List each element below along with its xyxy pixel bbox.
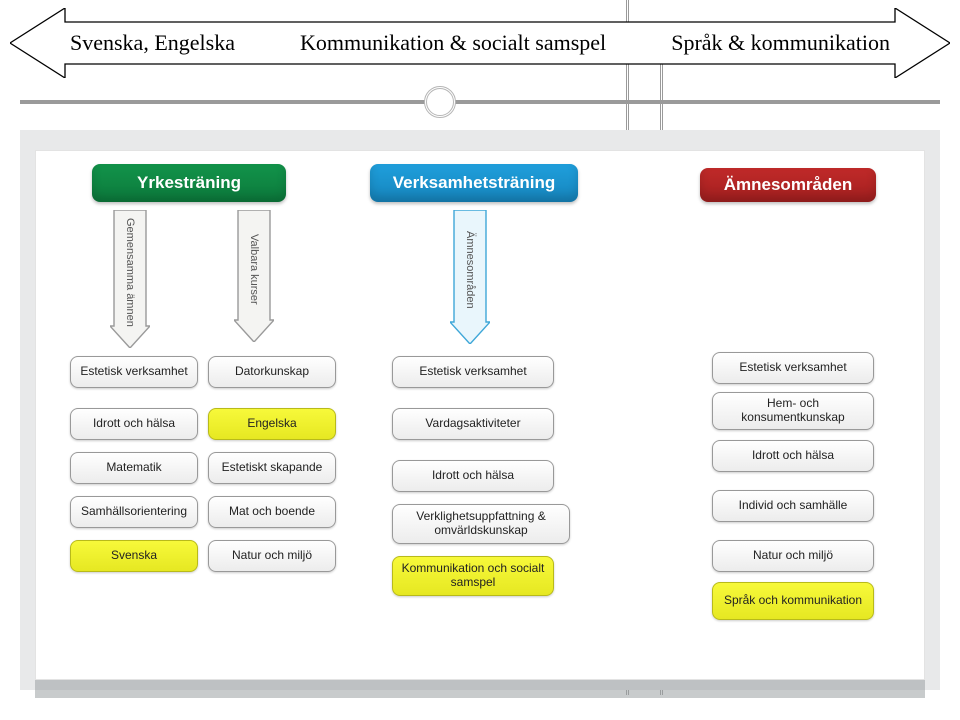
b8: Mat och boende — [208, 496, 336, 528]
b2: Datorkunskap — [208, 356, 336, 388]
b9: Svenska — [70, 540, 198, 572]
va-gem: Gemensamma ämnen — [110, 210, 150, 348]
b12: Vardagsaktiviteter — [392, 408, 554, 440]
va-val: Valbara kurser — [234, 210, 274, 342]
banner-label-center: Kommunikation & socialt samspel — [265, 30, 641, 56]
b16: Estetisk verksamhet — [712, 352, 874, 384]
b14: Verklighetsuppfattning & omvärldskunskap — [392, 504, 570, 544]
b1: Estetisk verksamhet — [70, 356, 198, 388]
banner-label-right: Språk & kommunikation — [671, 30, 890, 56]
page-root: Svenska, Engelska Kommunikation & social… — [0, 0, 960, 720]
b4: Engelska — [208, 408, 336, 440]
va-amn-label: Ämnesområden — [450, 216, 490, 324]
b11: Estetisk verksamhet — [392, 356, 554, 388]
b3: Idrott och hälsa — [70, 408, 198, 440]
b20: Natur och miljö — [712, 540, 874, 572]
tab-yrke: Yrkesträning — [92, 164, 286, 202]
b17: Hem- och konsumentkunskap — [712, 392, 874, 430]
b7: Samhällsorientering — [70, 496, 198, 528]
b18: Idrott och hälsa — [712, 440, 874, 472]
va-val-label: Valbara kurser — [234, 216, 274, 322]
va-gem-label: Gemensamma ämnen — [110, 216, 150, 328]
b13: Idrott och hälsa — [392, 460, 554, 492]
b15: Kommunikation och socialt samspel — [392, 556, 554, 596]
tab-amne: Ämnesområden — [700, 168, 876, 202]
banner-labels: Svenska, Engelska Kommunikation & social… — [10, 8, 950, 78]
b6: Estetiskt skapande — [208, 452, 336, 484]
b21: Språk och kommunikation — [712, 582, 874, 620]
horizontal-rule — [20, 100, 940, 104]
banner-label-left: Svenska, Engelska — [70, 30, 235, 56]
ring-decoration — [424, 86, 456, 118]
frame-shadow — [35, 680, 925, 698]
b19: Individ och samhälle — [712, 490, 874, 522]
b10: Natur och miljö — [208, 540, 336, 572]
va-amn: Ämnesområden — [450, 210, 490, 344]
tab-verk: Verksamhetsträning — [370, 164, 578, 202]
b5: Matematik — [70, 452, 198, 484]
